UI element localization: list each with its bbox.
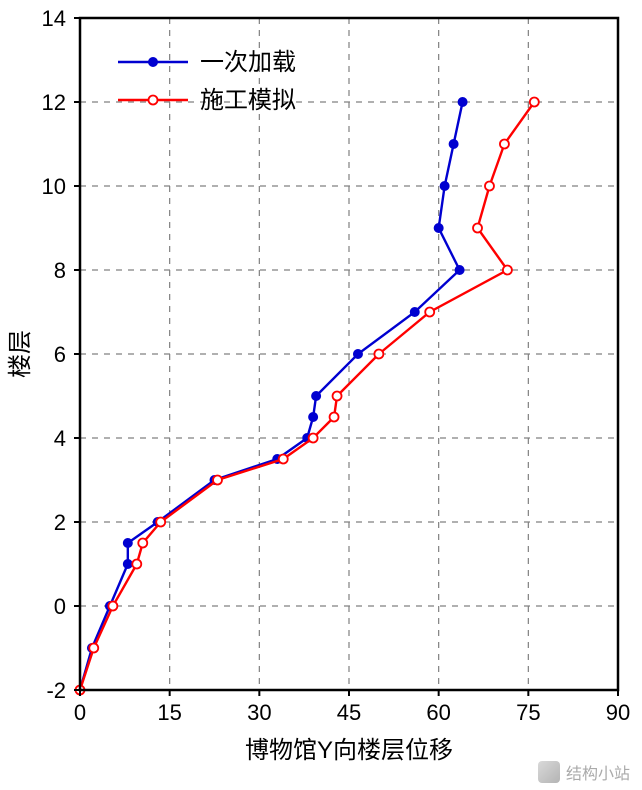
y-tick-label: 12 — [42, 90, 66, 115]
series-marker-construction_sim — [374, 350, 383, 359]
series-marker-construction_sim — [213, 476, 222, 485]
legend-marker-once_loading — [149, 58, 158, 67]
legend-marker-construction_sim — [149, 96, 158, 105]
y-tick-label: 0 — [54, 594, 66, 619]
y-tick-label: 8 — [54, 258, 66, 283]
y-tick-label: 14 — [42, 6, 66, 31]
series-marker-once_loading — [449, 140, 458, 149]
series-marker-once_loading — [410, 308, 419, 317]
series-marker-construction_sim — [485, 182, 494, 191]
x-tick-label: 15 — [157, 700, 181, 725]
watermark-text: 结构小站 — [566, 760, 630, 784]
series-marker-construction_sim — [89, 644, 98, 653]
y-tick-label: 2 — [54, 510, 66, 535]
series-marker-construction_sim — [330, 413, 339, 422]
y-axis-label: 楼层 — [7, 330, 34, 378]
series-marker-once_loading — [309, 413, 318, 422]
series-marker-construction_sim — [138, 539, 147, 548]
y-tick-label: -2 — [46, 678, 66, 703]
x-tick-label: 45 — [337, 700, 361, 725]
series-marker-construction_sim — [108, 602, 117, 611]
series-marker-construction_sim — [156, 518, 165, 527]
series-marker-construction_sim — [503, 266, 512, 275]
series-marker-once_loading — [123, 539, 132, 548]
y-tick-label: 10 — [42, 174, 66, 199]
watermark: 结构小站 — [538, 760, 630, 784]
series-marker-construction_sim — [425, 308, 434, 317]
watermark-icon — [538, 761, 560, 783]
x-tick-label: 0 — [74, 700, 86, 725]
series-marker-once_loading — [312, 392, 321, 401]
x-tick-label: 75 — [516, 700, 540, 725]
series-marker-once_loading — [434, 224, 443, 233]
legend-label-once_loading: 一次加载 — [200, 49, 296, 76]
series-marker-once_loading — [455, 266, 464, 275]
x-tick-label: 30 — [247, 700, 271, 725]
series-marker-once_loading — [123, 560, 132, 569]
series-marker-construction_sim — [473, 224, 482, 233]
series-marker-once_loading — [353, 350, 362, 359]
legend-label-construction_sim: 施工模拟 — [200, 87, 296, 114]
series-marker-construction_sim — [530, 98, 539, 107]
y-tick-label: 6 — [54, 342, 66, 367]
y-tick-label: 4 — [54, 426, 66, 451]
chart-svg: 0 15 30 45 60 75 90 -2 0 2 4 6 8 10 12 14 博物馆Y向楼层位移 楼层 一次加… — [0, 0, 642, 790]
x-tick-label: 90 — [606, 700, 630, 725]
series-marker-construction_sim — [132, 560, 141, 569]
series-marker-construction_sim — [500, 140, 509, 149]
chart-container: 0 15 30 45 60 75 90 -2 0 2 4 6 8 10 12 14 博物馆Y向楼层位移 楼层 一次加… — [0, 0, 642, 790]
series-marker-once_loading — [440, 182, 449, 191]
series-marker-once_loading — [458, 98, 467, 107]
series-marker-construction_sim — [333, 392, 342, 401]
x-tick-label: 60 — [426, 700, 450, 725]
x-axis-label: 博物馆Y向楼层位移 — [245, 737, 453, 764]
series-marker-construction_sim — [309, 434, 318, 443]
series-marker-construction_sim — [279, 455, 288, 464]
